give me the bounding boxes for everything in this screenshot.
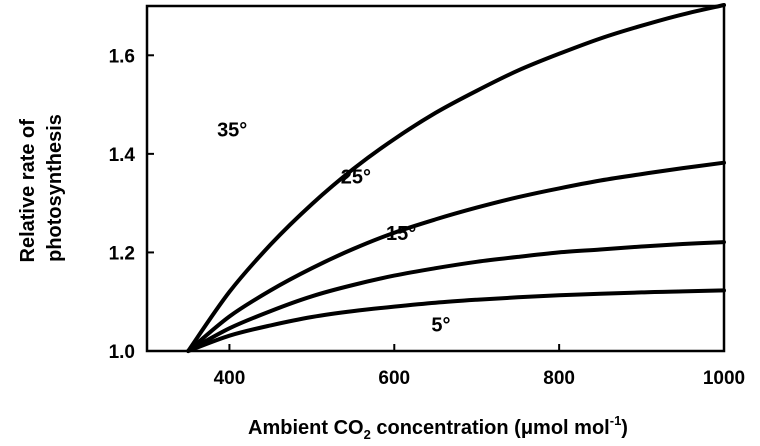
x-axis-label-part-1: Ambient CO — [248, 417, 364, 439]
x-axis-label-part-3: ) — [621, 417, 628, 439]
x-tick-label: 400 — [214, 368, 246, 389]
x-axis-label: Ambient CO2 concentration (μmol mol-1) — [248, 413, 628, 442]
y-axis-label: Relative rate of photosynthesis — [17, 114, 66, 263]
curve-label: 15° — [386, 223, 416, 245]
axis-ticks: 400 600 800 1000 1.0 1.2 1.4 1.6 — [109, 46, 746, 389]
x-tick-label: 800 — [543, 368, 575, 389]
y-tick-label: 1.6 — [109, 46, 135, 67]
x-axis-label-part-2: concentration (μmol mol — [371, 417, 610, 439]
plot-area-frame — [145, 4, 726, 353]
y-tick-label: 1.0 — [109, 342, 135, 363]
curve-label: 5° — [431, 314, 450, 336]
curve-labels: 35° 25° 15° 5° — [217, 120, 450, 337]
y-tick-label: 1.2 — [109, 243, 135, 264]
x-tick-label: 600 — [378, 368, 410, 389]
series-line — [186, 3, 726, 353]
x-tick-label: 1000 — [703, 368, 745, 389]
series-line — [186, 160, 726, 353]
x-axis-label-superscript: -1 — [610, 413, 622, 428]
series-line — [186, 240, 726, 353]
series-lines — [186, 3, 726, 353]
series-line — [186, 288, 726, 353]
y-axis-label-line-1: Relative rate of — [17, 119, 39, 263]
y-tick-label: 1.4 — [109, 145, 136, 166]
curve-label: 35° — [217, 120, 247, 142]
curve-label: 25° — [341, 166, 371, 188]
x-axis-label-subscript: 2 — [364, 427, 371, 442]
y-axis-label-line-2: photosynthesis — [44, 114, 66, 262]
